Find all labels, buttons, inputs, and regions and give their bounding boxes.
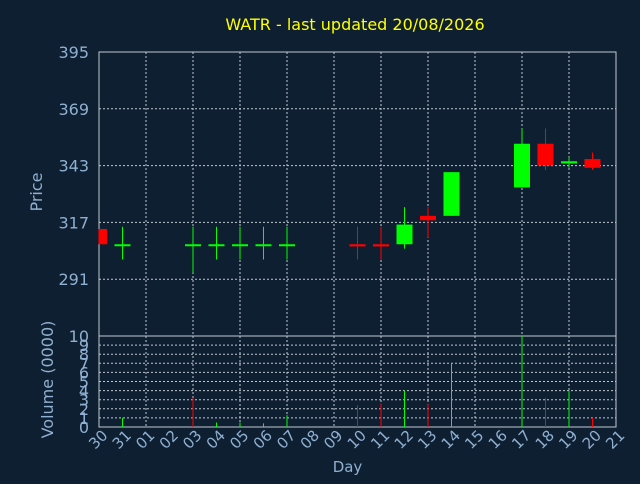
volume-axis-label: Volume (0000) — [38, 321, 57, 439]
candle-body — [208, 244, 225, 247]
x-tick-label: 10 — [344, 427, 370, 453]
candle-body — [349, 244, 366, 247]
chart-title: WATR - last updated 20/08/2026 — [225, 15, 484, 34]
x-tick-label: 06 — [250, 427, 276, 453]
volume-tick-label: 7 — [79, 354, 89, 373]
x-tick-label: 08 — [297, 427, 323, 453]
price-tick-label: 395 — [58, 43, 89, 62]
x-tick-label: 13 — [414, 427, 440, 453]
x-tick-label: 31 — [109, 427, 135, 453]
x-tick-label: 16 — [485, 427, 511, 453]
candle-body — [114, 244, 131, 247]
x-tick-label: 18 — [532, 427, 558, 453]
x-tick-label: 07 — [273, 427, 299, 453]
x-axis-label: Day — [333, 458, 363, 476]
x-tick-label: 15 — [461, 427, 487, 453]
volume-tick-label: 6 — [79, 363, 89, 382]
x-tick-label: 04 — [203, 427, 229, 453]
x-tick-label: 01 — [132, 427, 158, 453]
candle-body — [537, 143, 554, 166]
x-tick-label: 21 — [602, 427, 628, 453]
candle-body — [99, 228, 107, 245]
candle-body — [420, 215, 436, 221]
volume-tick-label: 0 — [79, 418, 89, 437]
candle-body — [443, 172, 460, 216]
price-axis-label: Price — [27, 172, 46, 211]
x-tick-label: 30 — [85, 427, 111, 453]
candle-body — [279, 244, 295, 247]
x-tick-label: 09 — [320, 427, 346, 453]
volume-tick-label: 5 — [79, 373, 89, 392]
x-tick-label: 03 — [179, 427, 205, 453]
volume-tick-label: 9 — [79, 336, 89, 355]
candle-body — [232, 244, 248, 247]
candle-body — [584, 159, 601, 168]
x-tick-label: 20 — [579, 427, 605, 453]
volume-tick-label: 3 — [79, 391, 89, 410]
volume-tick-label: 2 — [79, 400, 89, 419]
x-tick-label: 14 — [438, 427, 464, 453]
candle-body — [396, 224, 413, 245]
candle-body — [185, 244, 201, 247]
candle-body — [373, 244, 389, 247]
x-tick-label: 02 — [156, 427, 182, 453]
candle-body — [255, 244, 272, 247]
price-panel-frame — [98, 51, 617, 337]
x-tick-label: 11 — [367, 427, 393, 453]
price-tick-label: 291 — [58, 270, 89, 289]
volume-tick-label: 1 — [79, 409, 89, 428]
candle-body — [514, 143, 530, 188]
price-tick-label: 343 — [58, 157, 89, 176]
candle-body — [561, 161, 577, 164]
volume-tick-label: 10 — [69, 327, 89, 346]
x-tick-label: 19 — [555, 427, 581, 453]
x-tick-label: 17 — [508, 427, 534, 453]
volume-tick-label: 8 — [79, 345, 89, 364]
price-tick-label: 317 — [58, 213, 89, 232]
x-tick-label: 12 — [391, 427, 417, 453]
x-tick-label: 05 — [226, 427, 252, 453]
price-tick-label: 369 — [58, 100, 89, 119]
volume-tick-label: 4 — [79, 382, 89, 401]
